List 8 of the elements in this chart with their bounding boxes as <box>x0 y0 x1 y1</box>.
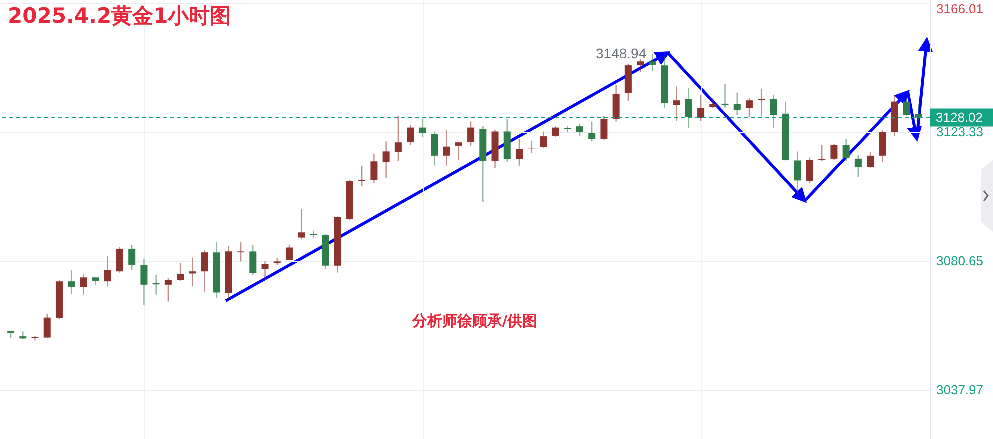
y-tick-label: 3166.01 <box>936 1 984 16</box>
annotation: 3148.94 <box>596 46 647 62</box>
y-tick-label: 3080.65 <box>936 253 984 268</box>
y-tick-label: 3123.33 <box>936 124 984 140</box>
chart-title: 2025.4.2黄金1小时图 <box>8 4 232 28</box>
annotation: 分析师徐顾承/供图 <box>411 312 538 330</box>
ref-line-label: 3128.02 <box>936 110 983 125</box>
y-tick-label: 3037.97 <box>936 382 984 398</box>
